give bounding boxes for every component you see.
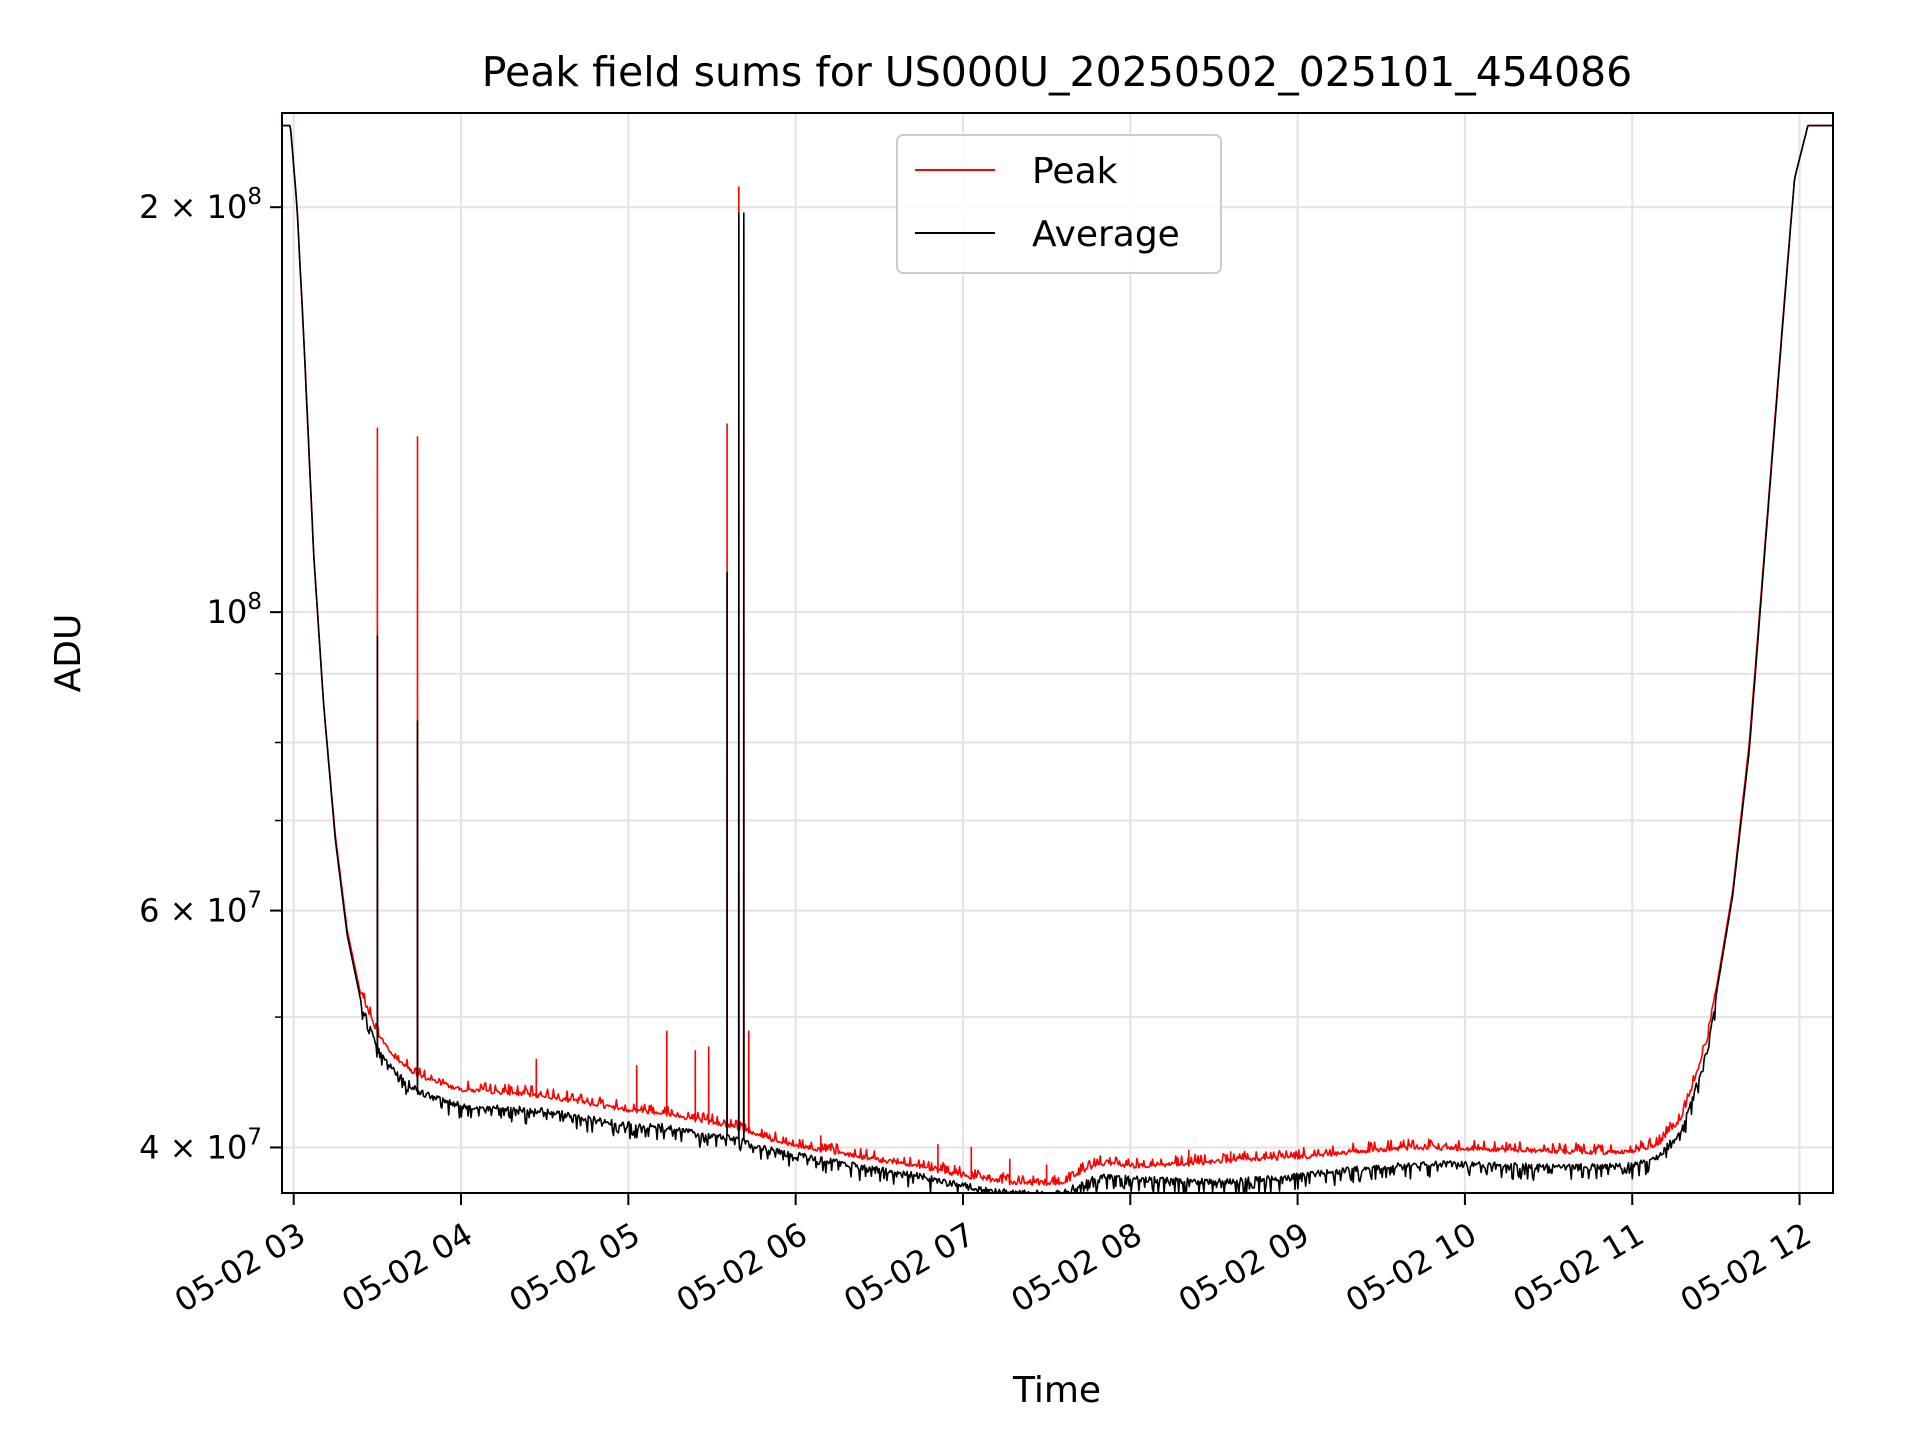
y-axis-label: ADU — [48, 614, 89, 693]
y-tick-label: 2 × 108 — [139, 184, 262, 226]
plot-frame — [281, 112, 1834, 1194]
grid — [282, 113, 1833, 1193]
legend-label-peak: Peak — [1032, 151, 1118, 192]
x-axis-label: Time — [1012, 1370, 1101, 1411]
legend: Peak Average — [896, 134, 1222, 274]
y-tick-label: 4 × 107 — [139, 1124, 262, 1166]
y-tick-label: 108 — [207, 589, 262, 631]
y-tick-label: 6 × 107 — [139, 888, 262, 930]
series-line-peak — [282, 124, 1833, 1186]
chart-title: Peak field sums for US000U_20250502_0251… — [482, 48, 1632, 96]
legend-label-average: Average — [1032, 214, 1180, 255]
y-axis: 4 × 107 6 × 107 108 2 × 108 — [139, 184, 282, 1166]
